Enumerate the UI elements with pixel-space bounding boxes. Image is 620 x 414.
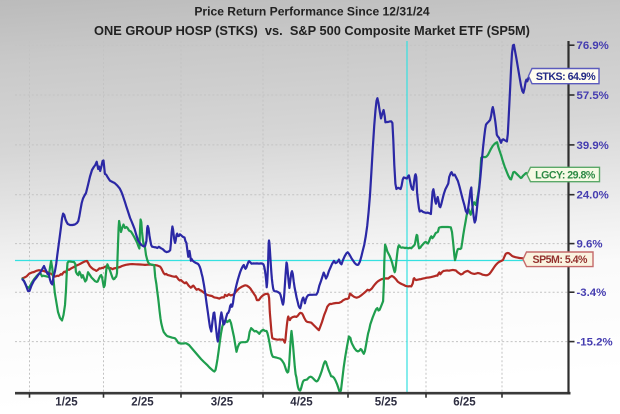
svg-text:24.0%: 24.0% (577, 190, 609, 202)
svg-text:-3.4%: -3.4% (577, 287, 607, 299)
svg-text:5/25: 5/25 (375, 397, 398, 409)
svg-text:1/25: 1/25 (55, 397, 78, 409)
svg-text:57.5%: 57.5% (577, 90, 609, 102)
svg-text:9.6%: 9.6% (577, 239, 603, 251)
svg-text:LGCY: 29.8%: LGCY: 29.8% (535, 169, 596, 181)
svg-text:39.9%: 39.9% (577, 140, 609, 152)
svg-text:2/25: 2/25 (131, 397, 154, 409)
svg-text:76.9%: 76.9% (577, 40, 609, 52)
svg-text:-15.2%: -15.2% (577, 337, 613, 349)
svg-text:6/25: 6/25 (453, 397, 476, 409)
svg-text:4/25: 4/25 (290, 397, 313, 409)
svg-text:ONE GROUP HOSP (STKS) vs. S&: ONE GROUP HOSP (STKS) vs. S&P 500 Compos… (94, 23, 530, 38)
svg-text:3/25: 3/25 (211, 397, 234, 409)
svg-text:Price Return Performance Since: Price Return Performance Since 12/31/24 (194, 5, 430, 19)
svg-text:SP5M: 5.4%: SP5M: 5.4% (533, 254, 589, 266)
svg-text:STKS: 64.9%: STKS: 64.9% (536, 71, 596, 83)
